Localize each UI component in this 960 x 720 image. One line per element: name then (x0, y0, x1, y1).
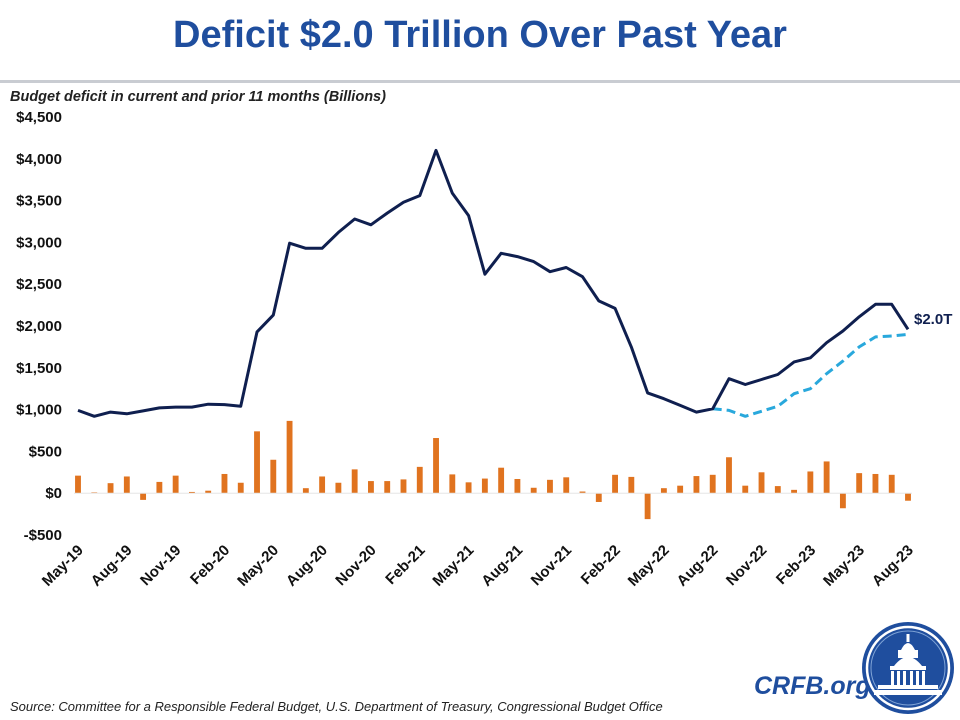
bar (693, 476, 700, 494)
bar (237, 482, 244, 494)
bar (156, 481, 163, 494)
bar (368, 481, 374, 494)
x-tick-label: Aug-20 (283, 542, 331, 590)
bar (807, 471, 814, 494)
bar (530, 487, 537, 494)
bar (188, 491, 195, 494)
bar (823, 461, 830, 494)
y-tick-label: $3,500 (16, 193, 62, 210)
bar (254, 431, 260, 494)
x-tick-label: Nov-21 (528, 542, 575, 589)
x-tick-label: Feb-20 (187, 542, 233, 588)
x-axis: May-19 Aug-19 Nov-19 Feb-20 May-20 Aug-20 Nov-… (39, 542, 917, 590)
y-tick-label: $3,000 (16, 234, 62, 251)
bar (709, 474, 716, 494)
x-tick-label: Feb-21 (382, 542, 428, 588)
page-title: Deficit $2.0 Trillion Over Past Year (173, 14, 787, 56)
y-tick-label: -$500 (24, 527, 62, 544)
bar (839, 493, 846, 509)
bar (595, 493, 602, 502)
chart-subtitle: Budget deficit in current and prior 11 m… (10, 89, 386, 105)
bar (416, 466, 423, 494)
bar (384, 481, 391, 494)
bar (514, 478, 521, 494)
x-tick-label: May-23 (820, 542, 868, 590)
line-series-solid (77, 148, 910, 418)
bar (742, 485, 749, 494)
y-tick-label: $2,500 (16, 276, 62, 293)
monthly-deficit-bars (75, 420, 911, 520)
y-tick-label: $1,500 (16, 360, 62, 377)
x-tick-label: Nov-20 (332, 542, 379, 589)
x-tick-label: Aug-22 (674, 542, 722, 590)
bar (563, 477, 570, 494)
bar (205, 490, 212, 494)
bar (498, 467, 505, 494)
bar (660, 488, 667, 494)
bar (905, 493, 911, 501)
x-tick-label: May-22 (625, 542, 673, 590)
x-tick-label: May-20 (234, 542, 282, 590)
bar (107, 483, 114, 494)
bar (351, 469, 358, 494)
bar (270, 459, 277, 494)
bar (172, 475, 179, 494)
y-tick-label: $2,000 (16, 318, 62, 335)
bar (791, 489, 798, 494)
bar (481, 478, 488, 494)
x-tick-label: Feb-23 (773, 542, 819, 588)
bar (547, 479, 553, 494)
bar (335, 482, 342, 494)
bar (319, 476, 326, 494)
bar (758, 472, 765, 494)
brand-link[interactable]: CRFB.org (754, 672, 871, 700)
bar (465, 482, 472, 494)
x-tick-label: May-21 (429, 542, 477, 590)
x-tick-label: Aug-23 (869, 542, 917, 590)
capitol-dome-icon (862, 622, 954, 714)
bar (579, 491, 586, 494)
y-tick-label: $1,000 (16, 402, 62, 419)
bar (628, 476, 635, 494)
bar (286, 420, 293, 494)
x-tick-label: Aug-21 (478, 542, 526, 590)
annotations: $2.0T (914, 311, 952, 328)
bar (677, 485, 684, 494)
bar (449, 474, 456, 494)
bar (726, 457, 732, 494)
x-tick-label: May-19 (39, 542, 87, 590)
bar (872, 473, 879, 494)
y-tick-label: $500 (29, 443, 62, 460)
y-tick-label: $0 (45, 485, 62, 502)
y-axis: -$500 $0 $500 $1,000 $1,500 $2,000 $2,500 $3,00… (16, 109, 62, 544)
annotation-label: $2.0T (914, 311, 952, 328)
y-tick-label: $4,500 (16, 109, 62, 126)
line-series-dashed (712, 332, 909, 418)
x-tick-label: Nov-22 (723, 542, 770, 589)
bar (75, 475, 81, 494)
title-divider (0, 80, 960, 83)
rolling-deficit-lines (77, 148, 910, 418)
y-tick-label: $4,000 (16, 151, 62, 168)
bar (140, 493, 147, 500)
x-tick-label: Nov-19 (137, 542, 184, 589)
bar (644, 493, 651, 520)
source-note: Source: Committee for a Responsible Fede… (10, 699, 663, 714)
bar (221, 473, 228, 494)
bar (400, 479, 407, 494)
bar (433, 438, 439, 494)
bar (302, 488, 309, 494)
bar (612, 474, 618, 494)
bar (774, 486, 781, 494)
x-tick-label: Feb-22 (578, 542, 624, 588)
bar (856, 473, 863, 494)
bar (888, 474, 895, 494)
bar (123, 476, 130, 494)
x-tick-label: Aug-19 (88, 542, 136, 590)
